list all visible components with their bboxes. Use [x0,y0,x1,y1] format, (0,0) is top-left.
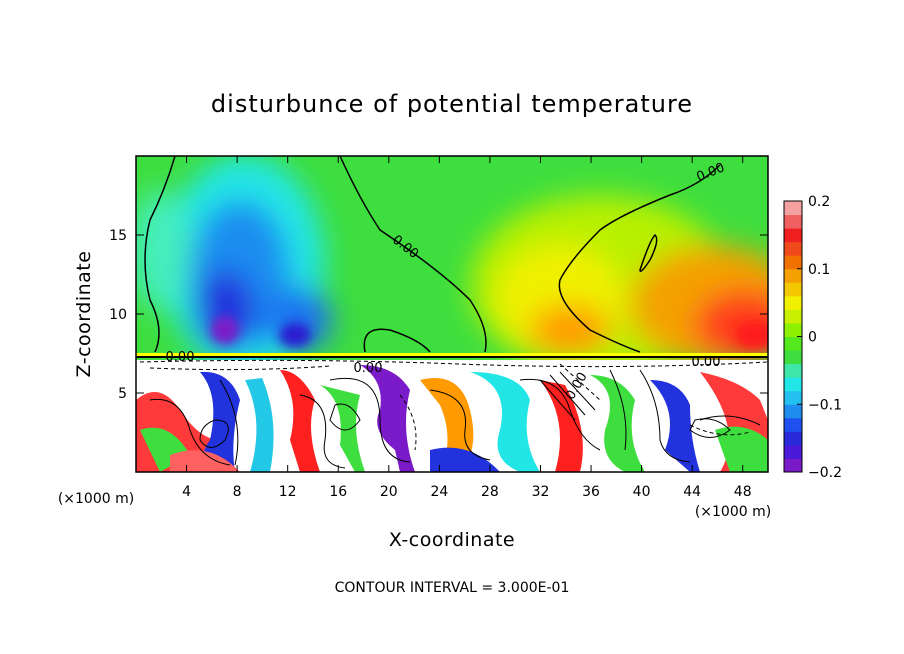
y-unit-label: (×1000 m) [58,491,134,507]
x-tick-label: 44 [683,484,701,500]
x-axis: 4 8 12 16 20 24 28 32 36 40 44 48 [182,156,752,500]
colorbar-tick-label: −0.1 [808,397,842,413]
lower-dashed-contours [139,359,768,451]
zero-contours [144,156,721,353]
colorbar-band [784,295,802,310]
colorbar-band [784,214,802,229]
colorbar-band [784,228,802,243]
contour-label: 0.00 [692,355,721,370]
upper-field-cores [211,316,768,349]
x-tick-label: 16 [329,484,347,500]
colorbar-band [784,309,802,324]
colorbar-band [784,377,802,392]
contour-interval-note: CONTOUR INTERVAL = 3.000E-01 [335,580,570,596]
colorbar-band [784,458,802,473]
colorbar-band [784,201,802,216]
chart-title: disturbunce of potential temperature [211,90,693,118]
plot-area [136,156,768,472]
contour-label: 0.00 [354,361,383,376]
colorbar-tick-label: 0.1 [808,262,830,278]
x-tick-label: 8 [233,484,242,500]
colorbar-band [784,431,802,446]
colorbar-tick-label: 0 [808,330,817,346]
colorbar-band [784,336,802,351]
y-tick-label: 10 [109,307,127,323]
colorbar-band [784,282,802,297]
colorbar-band [784,322,802,337]
x-tick-label: 36 [582,484,600,500]
x-tick-label: 48 [734,484,752,500]
x-unit-label: (×1000 m) [695,504,771,520]
colorbar-band [784,241,802,256]
colorbar-tick-label: −0.2 [808,465,842,481]
lower-contours [149,369,761,469]
x-tick-label: 28 [481,484,499,500]
x-tick-label: 24 [430,484,448,500]
x-tick-label: 12 [279,484,297,500]
colorbar-band [784,444,802,459]
y-tick-label: 5 [118,386,127,402]
colorbar-band [784,268,802,283]
colorbar-band [784,404,802,419]
colorbar: 0.2 0.1 0 −0.1 −0.2 [783,194,842,481]
lower-layer-blobs [136,365,768,472]
contour-label: 0.00 [166,350,195,365]
y-tick-label: 15 [109,228,127,244]
colorbar-band [784,255,802,270]
x-tick-label: 4 [182,484,191,500]
x-tick-label: 40 [633,484,651,500]
colorbar-band [784,417,802,432]
y-axis: 5 10 15 [109,228,768,402]
x-tick-label: 32 [532,484,550,500]
y-axis-title: Z-coordinate [73,251,95,378]
colorbar-band [784,350,802,365]
x-axis-title: X-coordinate [389,529,515,551]
colorbar-band [784,363,802,378]
colorbar-tick-label: 0.2 [808,194,830,210]
x-tick-label: 20 [380,484,398,500]
colorbar-band [784,390,802,405]
